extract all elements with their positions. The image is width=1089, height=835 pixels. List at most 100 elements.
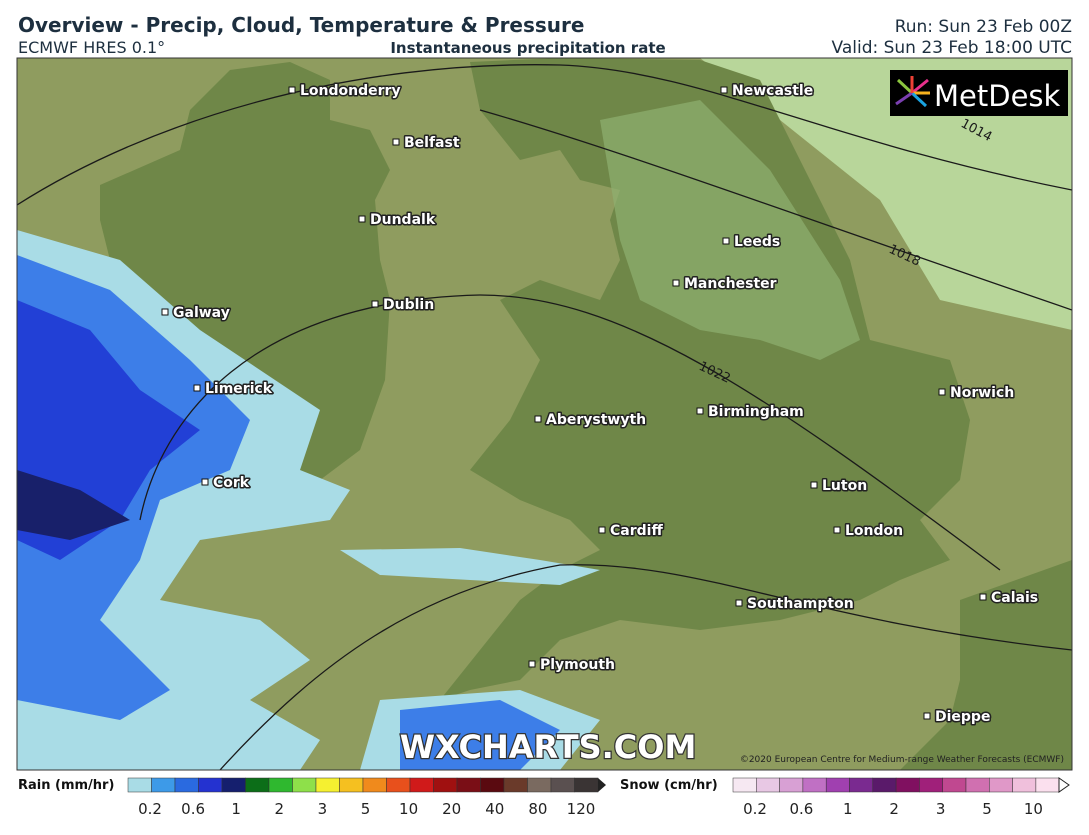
city-dot [193, 384, 201, 392]
city-dot [833, 526, 841, 534]
city-dot [720, 86, 728, 94]
city-dot [528, 660, 536, 668]
snow-swatch [802, 777, 827, 793]
rain-swatch [221, 777, 246, 793]
rain-swatch [456, 777, 481, 793]
snow-swatch [895, 777, 920, 793]
rain-channel [340, 548, 600, 585]
snow-tick-label: 0.6 [789, 800, 813, 818]
rain-swatch [292, 777, 317, 793]
city-dot [672, 279, 680, 287]
snow-swatch [872, 777, 897, 793]
rain-tick-label: 0.2 [138, 800, 162, 818]
rain-tick-label: 40 [485, 800, 504, 818]
rain-swatch [174, 777, 199, 793]
snow-swatch [825, 777, 850, 793]
snow-tick-label: 10 [1024, 800, 1043, 818]
city-dot [722, 237, 730, 245]
city-label: Birmingham [708, 404, 804, 420]
land-france [900, 560, 1072, 770]
city-dot [534, 415, 542, 423]
city-label: Manchester [684, 276, 777, 292]
city-dot [161, 308, 169, 316]
snow-tick-label: 2 [889, 800, 899, 818]
rain-swatch [362, 777, 387, 793]
rain-swatch [127, 777, 152, 793]
snow-swatch [989, 777, 1013, 793]
rain-arrow [598, 778, 606, 792]
city-label: Luton [822, 478, 867, 494]
city-label: Cardiff [610, 523, 663, 539]
map: 1014 1018 1022 LondonderryBelfastNewcast… [16, 57, 1073, 771]
rain-swatch [151, 777, 176, 793]
city-label: Aberystwyth [546, 412, 646, 428]
city-dot [979, 593, 987, 601]
snow-scale [732, 777, 1070, 793]
city-label: Calais [991, 590, 1038, 606]
rain-south-core [400, 700, 560, 770]
rain-tick-label: 1 [231, 800, 241, 818]
run: Run: Sun 23 Feb 00Z [895, 17, 1072, 37]
cloud-land [600, 100, 860, 360]
city-dot [696, 407, 704, 415]
snow-arrow [1058, 777, 1070, 793]
rain-swatch [527, 777, 552, 793]
rain-tick-label: 3 [318, 800, 328, 818]
snow-tick-label: 0.2 [743, 800, 767, 818]
snow-swatch [965, 777, 990, 793]
rain-tick-label: 120 [567, 800, 596, 818]
city-label: Leeds [734, 234, 780, 250]
rain-tick-label: 2 [275, 800, 285, 818]
subtitle: Instantaneous precipitation rate [390, 39, 665, 57]
rain-swatch [198, 777, 223, 793]
city-label: Dundalk [370, 212, 436, 228]
rain-swatch [503, 777, 528, 793]
city-dot [598, 526, 606, 534]
rain-swatch [268, 777, 293, 793]
rain-swatch [386, 777, 411, 793]
watermark: WXCHARTS.COM [400, 728, 697, 766]
city-dot [201, 478, 209, 486]
city-dot [358, 215, 366, 223]
isobars [17, 64, 1072, 770]
city-label: Plymouth [540, 657, 615, 673]
city-label: Norwich [950, 385, 1014, 401]
rain-tick-label: 0.6 [181, 800, 205, 818]
city-label: London [845, 523, 903, 539]
rain-tick-label: 10 [399, 800, 418, 818]
city-dot [288, 86, 296, 94]
logo-icon [895, 76, 930, 108]
rain-swatch [315, 777, 340, 793]
rain-swatch [550, 777, 575, 793]
rain-swatch [245, 777, 270, 793]
city-dot [938, 388, 946, 396]
city-label: Dublin [383, 297, 434, 313]
snow-tick-label: 1 [843, 800, 853, 818]
rain-swatch [339, 777, 364, 793]
rain-swatch [433, 777, 458, 793]
snow-tick-label: 5 [982, 800, 992, 818]
rain-swatch [574, 777, 599, 793]
cloud [700, 58, 1072, 330]
rain-tick-label: 20 [442, 800, 461, 818]
rain-scale [127, 777, 606, 793]
model: ECMWF HRES 0.1° [18, 38, 165, 57]
snow-swatch [1035, 777, 1060, 793]
valid: Valid: Sun 23 Feb 18:00 UTC [832, 38, 1072, 58]
rain-tick-label: 80 [528, 800, 547, 818]
city-dot [371, 300, 379, 308]
rain-tick-label: 5 [361, 800, 371, 818]
city-label: Limerick [205, 381, 273, 397]
logo: MetDesk [934, 79, 1061, 113]
snow-swatch [919, 777, 943, 793]
city-label: Londonderry [300, 83, 401, 99]
city-dot [392, 138, 400, 146]
title: Overview - Precip, Cloud, Temperature & … [18, 13, 584, 37]
city-label: Newcastle [732, 83, 813, 99]
snow-swatch [779, 777, 804, 793]
rain-legend-title: Rain (mm/hr) [18, 778, 114, 793]
city-dot [810, 481, 818, 489]
city-label: Dieppe [935, 709, 990, 725]
city-dot [735, 599, 743, 607]
snow-legend-title: Snow (cm/hr) [620, 778, 718, 793]
